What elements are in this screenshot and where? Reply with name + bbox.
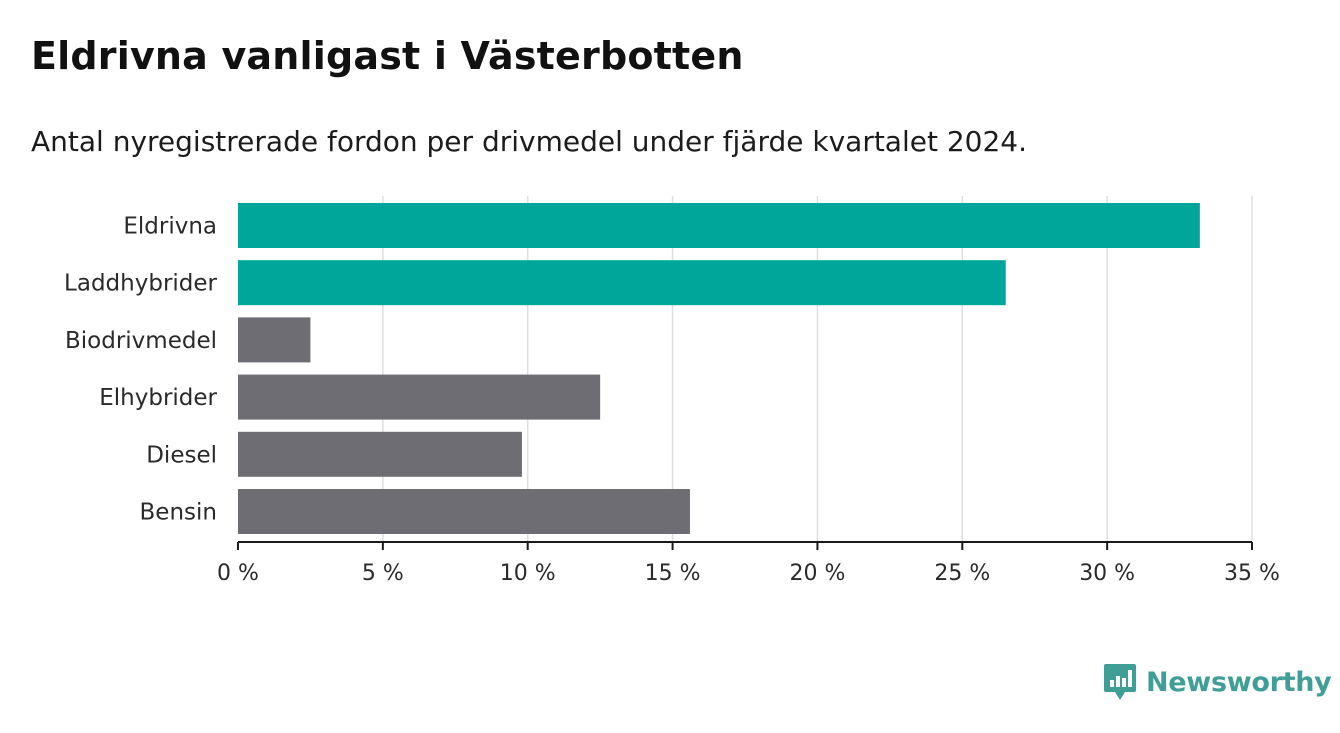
x-axis: 0 % 5 % 10 % 15 % 20 % 25 % 30 % 35 % [217, 541, 1280, 586]
chart-title: Eldrivna vanligast i Västerbotten [31, 34, 744, 78]
newsworthy-logo: Newsworthy [1103, 662, 1332, 702]
x-tick-label: 35 % [1224, 561, 1280, 586]
category-label: Eldrivna [123, 214, 217, 240]
chart-subtitle: Antal nyregistrerade fordon per drivmede… [31, 125, 1028, 158]
x-tick-label: 0 % [217, 561, 259, 586]
bar-chart-speech-bubble-icon [1104, 664, 1136, 700]
category-label: Laddhybrider [64, 271, 217, 297]
bar [238, 203, 1200, 248]
category-label: Biodrivmedel [65, 328, 217, 354]
bar [238, 431, 522, 477]
category-label: Diesel [146, 442, 217, 468]
x-tick-label: 20 % [789, 561, 845, 586]
bar [238, 374, 601, 420]
x-tick-label: 25 % [934, 561, 990, 586]
x-tick-label: 10 % [500, 561, 556, 586]
bar [238, 317, 311, 363]
x-tick-label: 15 % [645, 561, 701, 586]
category-labels: Eldrivna Laddhybrider Biodrivmedel Elhybrid… [64, 214, 217, 526]
x-tick-label: 30 % [1079, 561, 1135, 586]
grid-lines [382, 196, 1253, 542]
x-tick-label: 5 % [362, 561, 404, 586]
bar [238, 260, 1006, 306]
brand-name: Newsworthy [1146, 666, 1332, 698]
bars [238, 203, 1200, 534]
category-label: Bensin [140, 500, 217, 526]
bar [238, 489, 690, 534]
category-label: Elhybrider [99, 385, 217, 411]
